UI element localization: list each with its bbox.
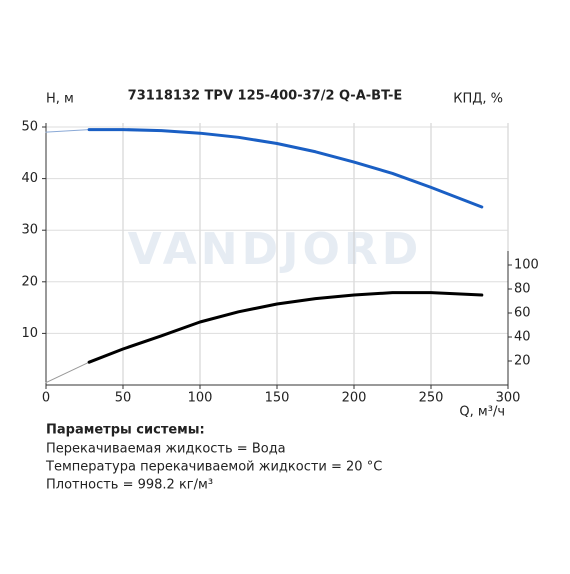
- y-tick-label: 50: [21, 120, 38, 135]
- y-tick-label: 40: [21, 171, 38, 186]
- x-tick-label: 250: [419, 391, 444, 406]
- y2-axis-label: КПД, %: [453, 92, 503, 107]
- y-axis-label: H, м: [46, 92, 74, 107]
- y2-tick-label: 40: [514, 330, 531, 345]
- curve: [45, 361, 90, 384]
- curve: [87, 291, 484, 364]
- params-title: Параметры системы:: [46, 423, 205, 438]
- y-tick-label: 10: [21, 326, 38, 341]
- y-tick-label: 20: [21, 274, 38, 289]
- params-line: Перекачиваемая жидкость = Вода: [46, 442, 286, 457]
- x-tick-label: 0: [42, 391, 50, 406]
- params-line: Плотность = 998.2 кг/м³: [46, 478, 213, 493]
- y-tick-label: 30: [21, 223, 38, 238]
- y2-tick-label: 60: [514, 306, 531, 321]
- x-tick-label: 300: [496, 391, 521, 406]
- x-axis-label: Q, м³/ч: [459, 405, 505, 420]
- x-tick-label: 100: [188, 391, 213, 406]
- curve: [45, 129, 90, 133]
- watermark: VANDJORD: [128, 224, 423, 275]
- x-tick-label: 200: [342, 391, 367, 406]
- y2-tick-label: 20: [514, 354, 531, 369]
- chart-title: 73118132 TPV 125-400-37/2 Q-A-BT-E: [128, 89, 403, 104]
- y2-tick-label: 100: [514, 258, 539, 273]
- params-line: Температура перекачиваемой жидкости = 20…: [45, 460, 382, 475]
- x-tick-label: 50: [115, 391, 132, 406]
- x-tick-label: 150: [265, 391, 290, 406]
- curve: [87, 128, 484, 209]
- y2-tick-label: 80: [514, 282, 531, 297]
